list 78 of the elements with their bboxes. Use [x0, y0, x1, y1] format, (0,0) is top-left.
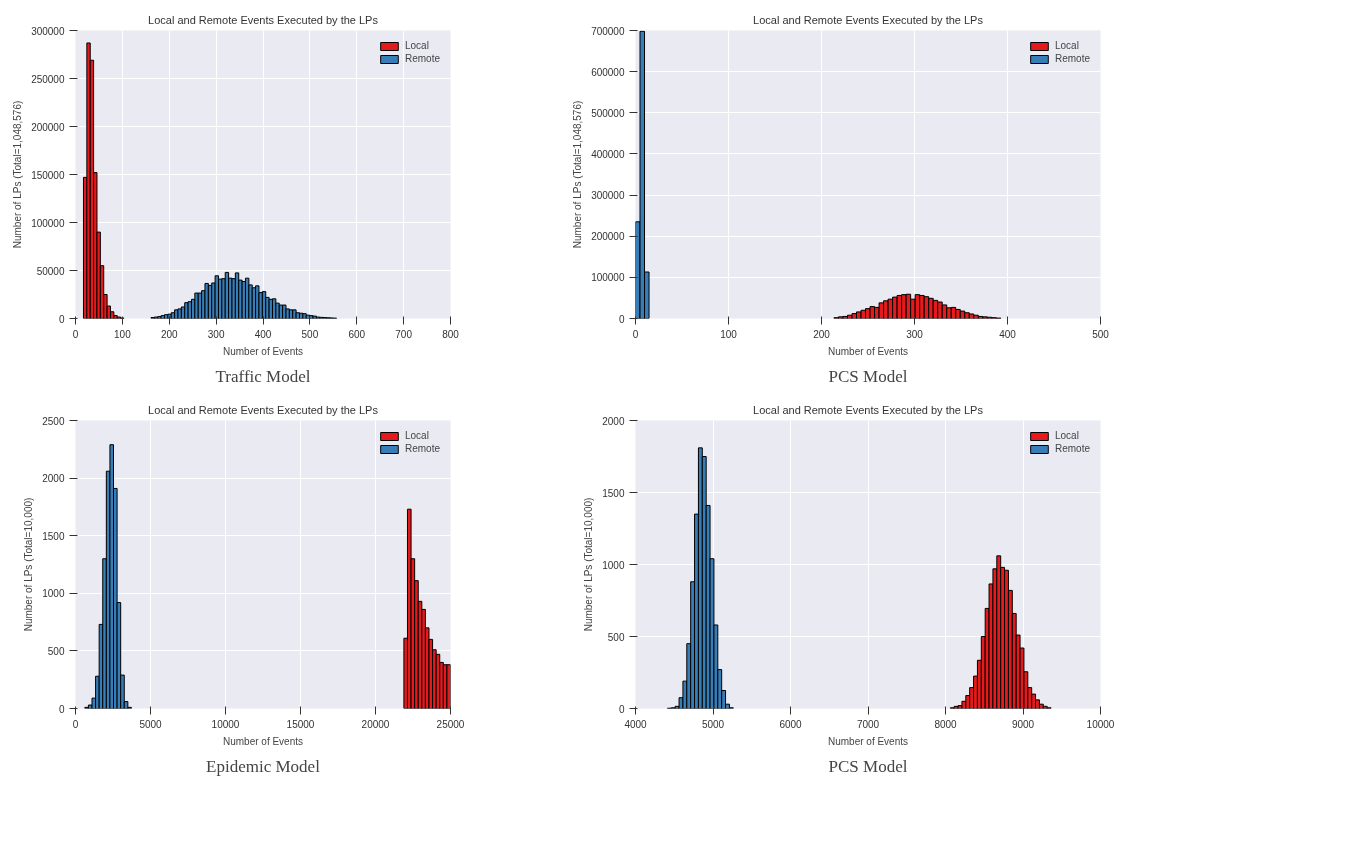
x-tick-label: 15000: [286, 718, 315, 730]
x-tick-label: 500: [301, 328, 319, 340]
x-tick-label: 0: [72, 328, 79, 340]
x-tick-label: 6000: [779, 718, 803, 730]
y-axis-title: Number of LPs (Total=10,000): [23, 497, 35, 632]
x-tick-label: 600: [348, 328, 366, 340]
y-tick-label: 400000: [591, 148, 625, 160]
legend-label: Local: [404, 40, 429, 51]
y-tick-label: 500: [607, 631, 625, 643]
y-tick-label: 0: [58, 313, 65, 325]
y-tick-label: 200000: [31, 121, 65, 133]
y-tick-label: 1500: [602, 487, 625, 499]
text: Traffic Model: [215, 366, 311, 386]
chart-title: Local and Remote Events Executed by the LPs: [148, 13, 379, 26]
y-tick-label: 0: [58, 703, 65, 715]
y-tick-label: 100000: [591, 272, 625, 284]
y-tick-label: 2000: [42, 473, 65, 485]
chart-title: Local and Remote Events Executed by the LPs: [753, 403, 984, 416]
y-tick-label: 50000: [36, 265, 65, 277]
x-tick-label: 400: [999, 328, 1017, 340]
y-tick-label: 250000: [31, 73, 65, 85]
legend-label: Local: [404, 430, 429, 441]
y-tick-label: 700000: [591, 25, 625, 37]
x-tick-label: 800: [442, 328, 460, 340]
x-tick-label: 100: [720, 328, 738, 340]
text: PCS Model: [828, 756, 908, 776]
x-tick-label: 20000: [361, 718, 390, 730]
legend-label: Remote: [1054, 443, 1090, 454]
y-tick-label: 2500: [42, 415, 65, 427]
y-tick-label: 1000: [602, 559, 625, 571]
x-axis-title: Number of Events: [827, 735, 909, 747]
y-tick-label: 100000: [31, 217, 65, 229]
y-axis-title: Number of LPs (Total=10,000): [583, 497, 595, 632]
text: PCS Model: [828, 366, 908, 386]
y-tick-label: 0: [618, 703, 625, 715]
x-tick-label: 300: [906, 328, 924, 340]
y-axis-title: Number of LPs (Total=1,048,576): [12, 100, 24, 249]
x-tick-label: 8000: [934, 718, 958, 730]
x-tick-label: 5000: [701, 718, 725, 730]
x-tick-label: 200: [160, 328, 179, 340]
x-tick-label: 0: [632, 328, 639, 340]
x-axis-title: Number of Events: [222, 735, 304, 747]
y-tick-label: 500: [47, 645, 65, 657]
y-tick-label: 600000: [591, 66, 625, 78]
legend-label: Remote: [404, 443, 440, 454]
y-tick-label: 300000: [591, 190, 625, 202]
y-tick-label: 300000: [31, 25, 65, 37]
y-tick-label: 500000: [591, 107, 625, 119]
x-tick-label: 9000: [1011, 718, 1035, 730]
y-tick-label: 1500: [42, 530, 65, 542]
x-tick-label: 7000: [856, 718, 880, 730]
y-axis-title: Number of LPs (Total=1,048,576): [572, 100, 584, 249]
x-axis-title: Number of Events: [222, 345, 304, 357]
chart-title: Local and Remote Events Executed by the LPs: [753, 13, 984, 26]
y-tick-label: 2000: [602, 415, 625, 427]
y-tick-label: 0: [618, 313, 625, 325]
chart-title: Local and Remote Events Executed by the LPs: [148, 403, 379, 416]
x-tick-label: 10000: [1086, 718, 1115, 730]
legend-label: Local: [1054, 430, 1079, 441]
x-tick-label: 700: [395, 328, 413, 340]
legend-label: Remote: [404, 53, 440, 64]
y-tick-label: 150000: [31, 169, 65, 181]
text: Epidemic Model: [206, 756, 321, 776]
x-tick-label: 25000: [436, 718, 465, 730]
x-axis-title: Number of Events: [827, 345, 909, 357]
legend-label: Remote: [1054, 53, 1090, 64]
x-tick-label: 500: [1092, 328, 1110, 340]
x-tick-label: 100: [114, 328, 132, 340]
x-tick-label: 300: [207, 328, 225, 340]
x-tick-label: 10000: [211, 718, 240, 730]
x-tick-label: 5000: [139, 718, 163, 730]
x-tick-label: 0: [72, 718, 79, 730]
y-tick-label: 1000: [42, 588, 65, 600]
x-tick-label: 200: [813, 328, 831, 340]
legend-label: Local: [1054, 40, 1079, 51]
x-tick-label: 4000: [624, 718, 648, 730]
y-tick-label: 200000: [591, 231, 625, 243]
x-tick-label: 400: [254, 328, 272, 340]
